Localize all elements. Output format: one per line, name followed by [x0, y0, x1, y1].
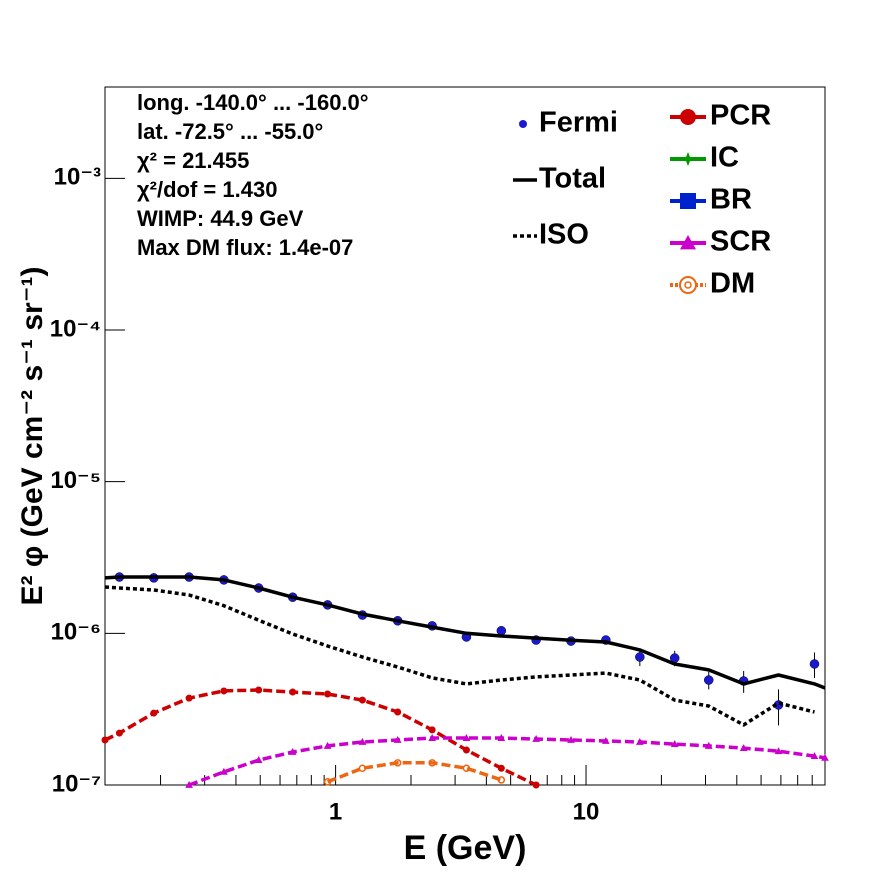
legend-label: DM	[710, 268, 755, 300]
annotation: χ²/dof = 1.430	[137, 177, 277, 202]
annotation: WIMP: 44.9 GeV	[137, 206, 304, 231]
y-tick-label: 10⁻⁷	[52, 770, 101, 797]
marker	[704, 741, 713, 749]
marker	[358, 764, 367, 772]
x-axis-label: E (GeV)	[404, 829, 527, 867]
y-tick-label: 10⁻⁴	[50, 315, 101, 342]
data-point	[809, 659, 820, 669]
marker	[428, 759, 436, 767]
marker	[358, 696, 366, 704]
legend-symbol	[519, 120, 527, 128]
marker	[289, 688, 297, 696]
plot-frame	[104, 86, 826, 786]
marker	[185, 694, 193, 702]
legend-label: SCR	[710, 226, 771, 258]
y-tick-label: 10⁻⁶	[51, 619, 101, 646]
marker	[821, 753, 829, 761]
annotation: lat. -72.5° ... -55.0°	[137, 119, 323, 144]
marker	[532, 781, 540, 789]
legend-symbol	[684, 281, 692, 289]
marker	[394, 708, 402, 716]
marker	[810, 752, 819, 760]
marker	[497, 776, 506, 784]
marker	[393, 735, 402, 743]
marker	[462, 746, 470, 754]
series-line	[104, 688, 537, 787]
marker	[567, 735, 575, 743]
marker	[393, 759, 402, 767]
marker	[220, 687, 228, 695]
series-line	[188, 736, 826, 787]
series-line	[326, 761, 502, 784]
marker	[358, 738, 367, 745]
marker	[185, 780, 193, 788]
marker	[288, 747, 297, 755]
x-tick-label: 10	[573, 798, 600, 825]
marker	[323, 741, 332, 749]
y-tick-label: 10⁻⁵	[50, 467, 101, 494]
marker	[101, 736, 109, 744]
marker	[635, 738, 644, 745]
legend-symbol	[680, 109, 696, 125]
legend-label: PCR	[710, 100, 771, 132]
marker	[254, 756, 263, 763]
marker	[462, 764, 471, 772]
marker	[602, 736, 610, 744]
legend-symbol	[680, 193, 696, 209]
y-axis-label: E² φ (GeV cm⁻² s⁻¹ sr⁻¹)	[16, 266, 49, 605]
legend-label: BR	[710, 184, 752, 216]
legend-symbol	[680, 235, 696, 250]
marker	[323, 778, 332, 786]
marker	[462, 734, 471, 741]
y-tick-label: 10⁻³	[54, 164, 101, 191]
series-line	[104, 575, 826, 690]
series-line	[104, 585, 815, 727]
legend-symbol	[679, 276, 697, 294]
legend-symbol	[681, 152, 695, 166]
marker	[428, 726, 436, 734]
legend-label: IC	[710, 142, 739, 174]
marker	[774, 747, 783, 755]
marker	[670, 740, 679, 748]
data-point	[703, 675, 714, 685]
legend-label: Total	[539, 163, 606, 195]
marker	[324, 690, 332, 698]
marker	[532, 734, 540, 742]
data-point	[496, 625, 507, 636]
data-point	[635, 652, 645, 662]
marker	[220, 767, 228, 775]
marker	[115, 729, 123, 737]
marker	[497, 734, 506, 741]
marker	[255, 686, 263, 694]
x-tick-label: 1	[329, 798, 342, 825]
marker	[739, 744, 748, 752]
annotation: χ² = 21.455	[137, 148, 249, 173]
legend-label: Fermi	[539, 107, 618, 139]
marker	[428, 734, 437, 741]
marker	[497, 764, 505, 772]
legend-label: ISO	[539, 219, 589, 251]
annotation: Max DM flux: 1.4e-07	[137, 235, 353, 260]
marker	[150, 709, 158, 717]
annotation: long. -140.0° ... -160.0°	[137, 90, 369, 115]
